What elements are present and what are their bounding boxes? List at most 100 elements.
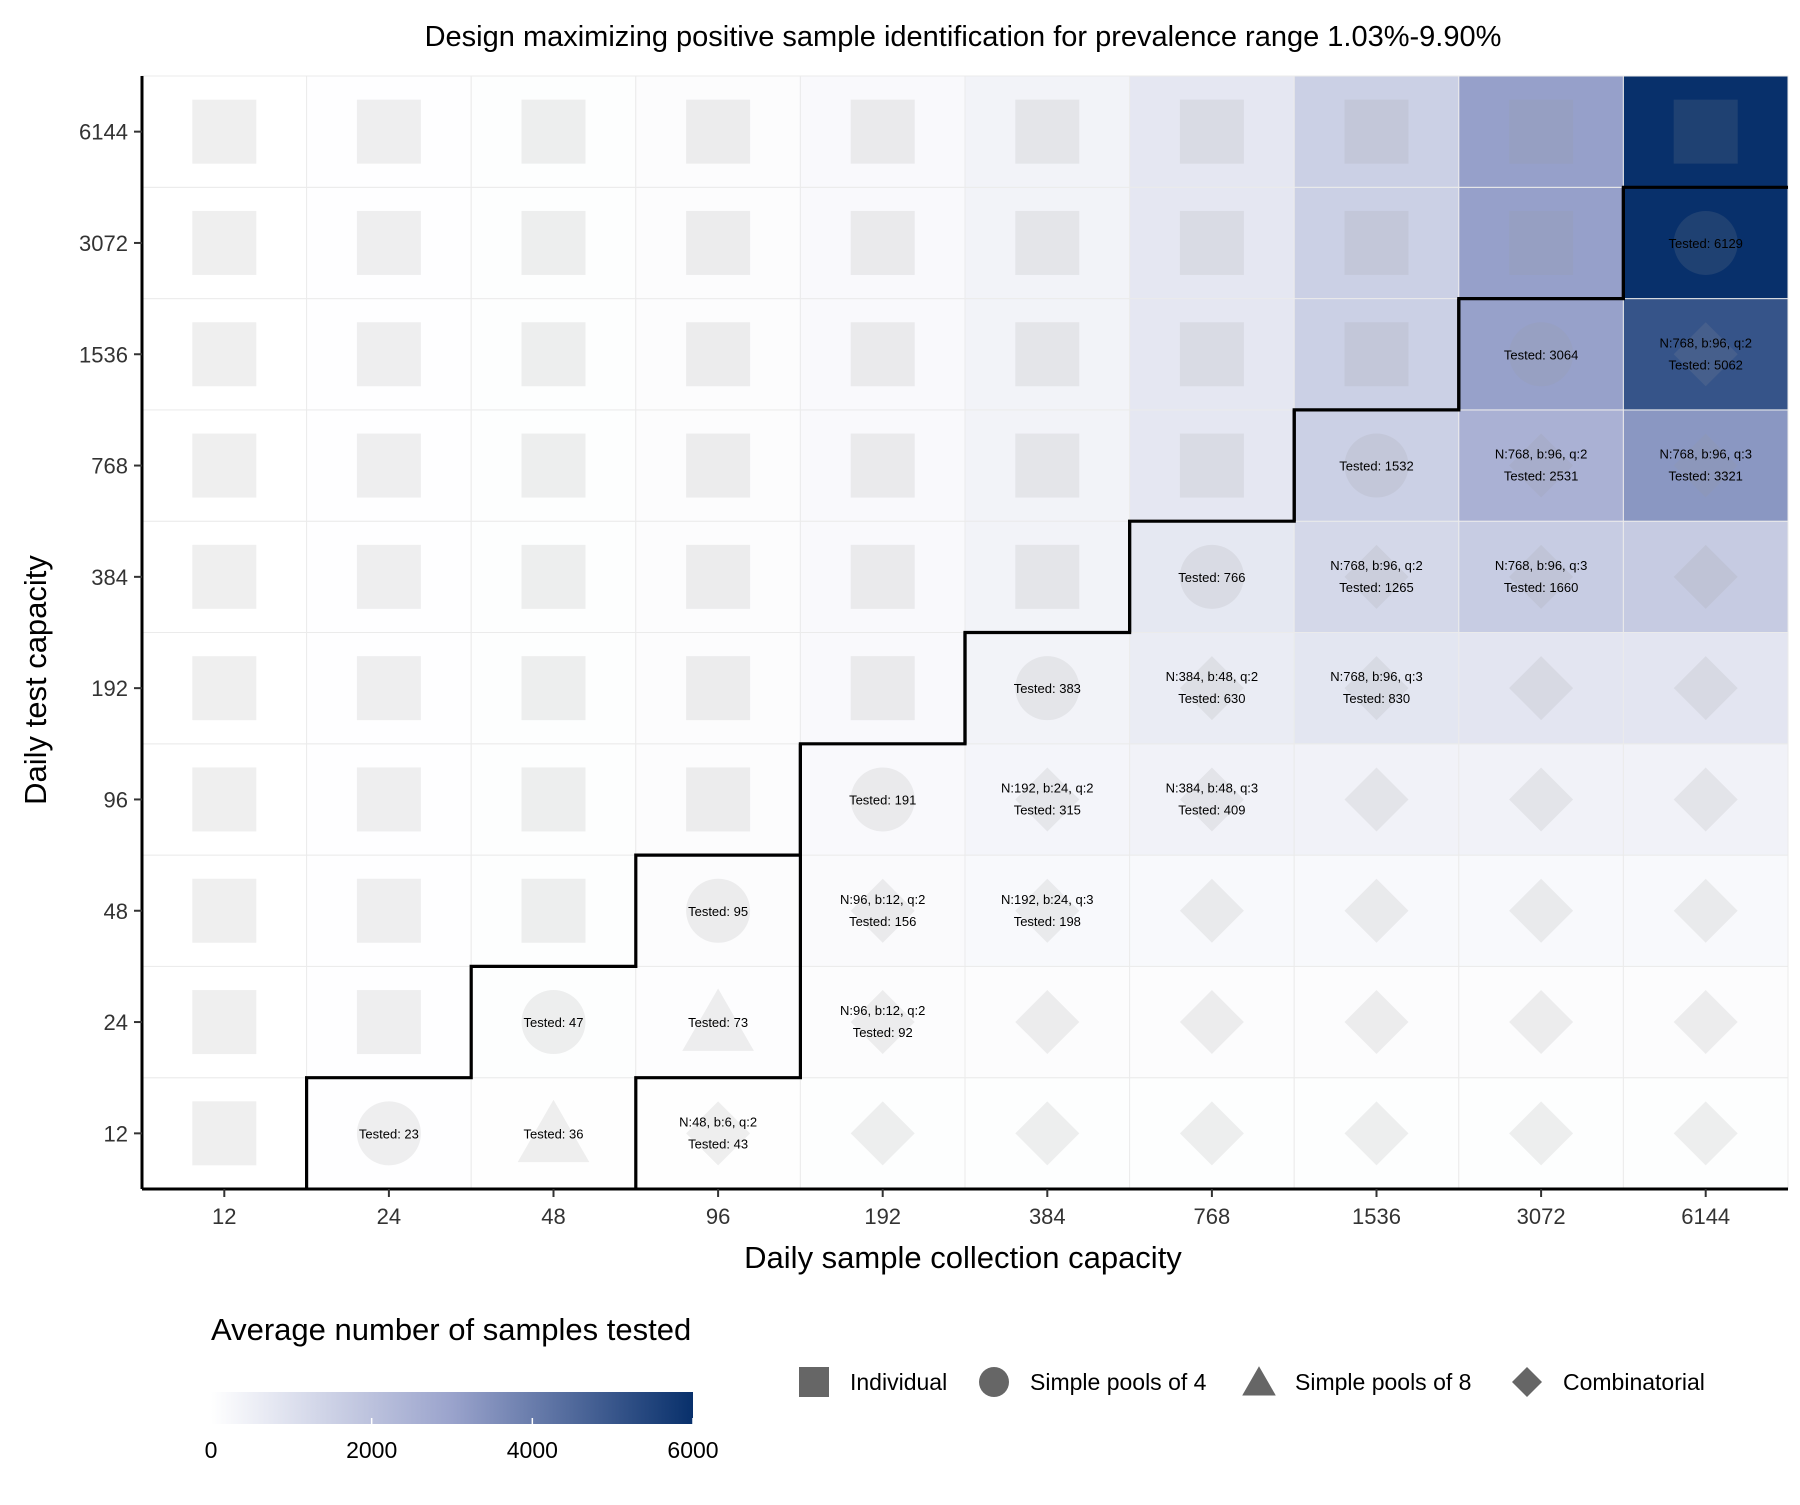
cell-shape-diamond	[1344, 1101, 1409, 1166]
heatmap-cell	[1293, 75, 1460, 188]
cell-shape-diamond	[1673, 990, 1738, 1055]
cell-shape-square	[850, 322, 915, 387]
cell-shape-square	[192, 210, 257, 275]
y-tick-label: 1536	[79, 342, 128, 367]
y-tick-label: 768	[91, 454, 128, 479]
heatmap-cell	[306, 409, 472, 522]
shape-legend: Individual Simple pools of 4 Simple pools …	[799, 1366, 1705, 1397]
cell-data-label: N:192, b:24, q:3	[1001, 892, 1094, 907]
cell-shape-square	[521, 767, 586, 832]
cell-shape-triangle	[517, 1099, 590, 1163]
legend-circle-icon	[979, 1367, 1009, 1397]
cell-shape-square	[686, 322, 751, 387]
cell-data-label: Tested: 766	[1178, 570, 1245, 585]
heatmap-cell	[470, 409, 637, 522]
cell-shape-square	[192, 767, 257, 832]
heatmap-cells	[141, 75, 1789, 1190]
y-tick-label: 6144	[79, 120, 128, 145]
y-axis-title: Daily test capacity	[18, 555, 53, 805]
cell-data-label: Tested: 409	[1178, 802, 1245, 817]
optimal-design-boundary-lower	[634, 855, 802, 1189]
cell-data-label: Tested: 23	[359, 1126, 419, 1141]
heatmap-cell	[1458, 965, 1624, 1079]
cell-shape-diamond	[1015, 767, 1080, 832]
plot-area: Tested: 23 Tested: 36 N:48, b:6, q:2 Tested…	[79, 75, 1789, 1229]
cell-shape-circle	[1179, 544, 1244, 609]
colorbar-tick-label: 4000	[507, 1437, 558, 1463]
y-tick-label: 24	[104, 1010, 128, 1035]
cell-shape-square	[192, 322, 257, 387]
cell-shape-square	[1015, 99, 1080, 164]
heatmap-cell	[799, 75, 966, 188]
cell-data-label: N:768, b:96, q:2	[1330, 558, 1423, 573]
cell-shape-diamond	[1344, 656, 1409, 721]
heatmap-cell	[470, 186, 637, 300]
cell-data-label: Tested: 2531	[1504, 469, 1578, 484]
heatmap-cell	[470, 520, 637, 634]
cell-data-label: N:768, b:96, q:2	[1495, 447, 1588, 462]
cell-shape-square	[1179, 322, 1244, 387]
cell-shape-circle	[1344, 433, 1409, 498]
cell-shape-square	[1179, 210, 1244, 275]
heatmap-cell	[1293, 632, 1460, 745]
cell-data-label: N:192, b:24, q:2	[1001, 780, 1094, 795]
cell-data-label: N:96, b:12, q:2	[840, 1003, 925, 1018]
heatmap-cell	[799, 1077, 966, 1190]
cell-shape-square	[192, 878, 257, 943]
heatmap-cell	[1458, 632, 1624, 745]
cell-shape-square	[850, 99, 915, 164]
cell-shape-diamond	[1509, 990, 1574, 1055]
cell-shape-square	[192, 99, 257, 164]
heatmap-cell	[141, 854, 308, 967]
x-tick-label: 48	[541, 1204, 565, 1229]
heatmap-cell	[1129, 965, 1295, 1079]
heatmap-cell	[141, 1077, 308, 1190]
heatmap-cell	[1293, 743, 1460, 856]
colorbar-tick-label: 0	[205, 1437, 218, 1463]
cell-shape-diamond	[1179, 878, 1244, 943]
cell-shape-square	[1015, 322, 1080, 387]
cell-data-label: N:384, b:48, q:3	[1166, 780, 1259, 795]
cell-shape-square	[192, 656, 257, 721]
heatmap-cell	[1129, 854, 1295, 967]
cell-shape-square	[850, 210, 915, 275]
cell-data-label: N:768, b:96, q:2	[1659, 335, 1752, 350]
y-tick-label: 48	[104, 899, 128, 924]
cell-shape-square	[356, 433, 421, 498]
cell-data-label: N:768, b:96, q:3	[1495, 558, 1588, 573]
cell-shape-square	[192, 990, 257, 1055]
cell-shape-square	[356, 544, 421, 609]
heatmap-cell	[964, 409, 1131, 522]
heatmap-cell	[306, 75, 472, 188]
cell-shape-square	[1015, 433, 1080, 498]
cell-shape-square	[1179, 99, 1244, 164]
x-tick-label: 3072	[1517, 1204, 1566, 1229]
heatmap-cell	[1458, 520, 1624, 634]
cell-shape-diamond	[1179, 656, 1244, 721]
cell-shape-square	[1509, 210, 1574, 275]
cell-data-label: Tested: 3321	[1668, 469, 1742, 484]
shape-legend-label: Simple pools of 4	[1030, 1369, 1207, 1395]
cell-shape-square	[850, 544, 915, 609]
cell-shape-diamond	[1509, 767, 1574, 832]
heatmap-cell	[1129, 409, 1295, 522]
cell-shape-diamond	[1509, 1101, 1574, 1166]
x-tick-label: 12	[212, 1204, 236, 1229]
heatmap-cell	[1129, 632, 1295, 745]
heatmap-cell	[799, 632, 966, 745]
cell-data-label: Tested: 43	[688, 1136, 748, 1151]
cell-shape-square	[686, 767, 751, 832]
heatmap-cell	[635, 186, 801, 300]
cell-shape-circle	[850, 767, 915, 832]
cell-data-label: Tested: 830	[1343, 691, 1410, 706]
legend-square-icon	[799, 1367, 829, 1397]
heatmap-cell	[1622, 854, 1789, 967]
heatmap-cell	[964, 298, 1131, 411]
cell-shape-diamond	[1673, 767, 1738, 832]
heatmap-cell	[964, 75, 1131, 188]
cell-shape-diamond	[1509, 878, 1574, 943]
cell-data-label: Tested: 630	[1178, 691, 1245, 706]
colorbar-legend-title: Average number of samples tested	[211, 1312, 691, 1347]
